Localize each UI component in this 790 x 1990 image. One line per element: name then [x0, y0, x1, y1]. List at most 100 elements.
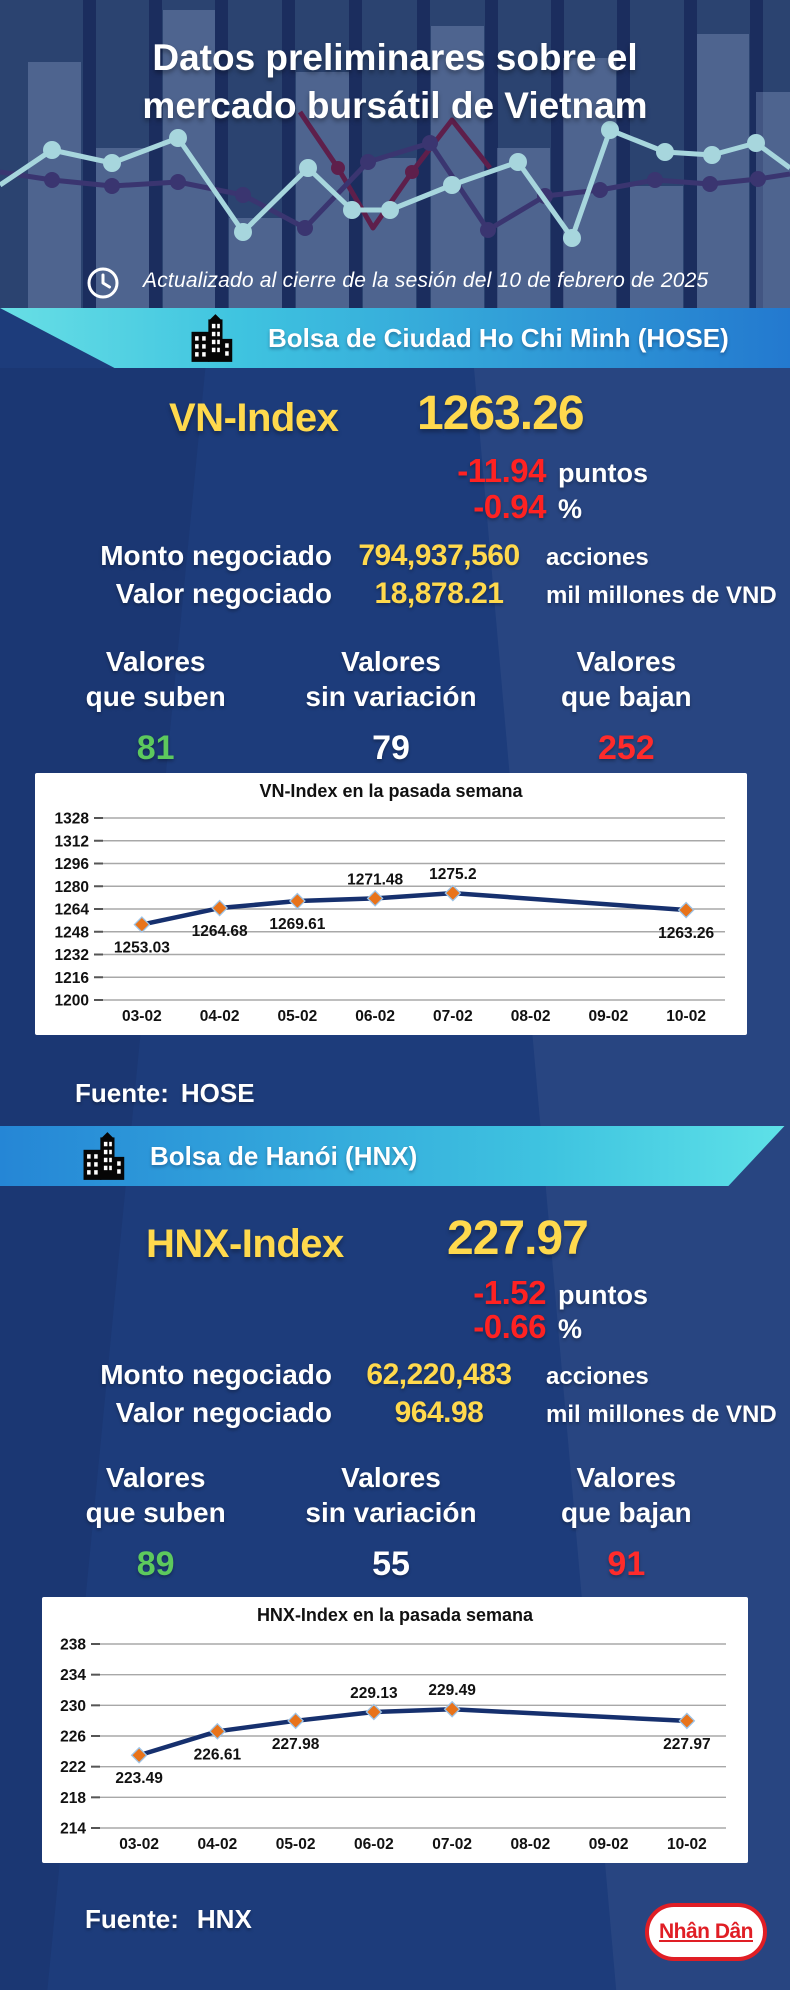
hnx-volume-unit: acciones — [546, 1363, 649, 1390]
hose-turnover-value: 18,878.21 — [374, 577, 504, 610]
hose-volume-label: Monto negociado — [100, 540, 332, 571]
svg-text:1248: 1248 — [55, 924, 90, 941]
svg-text:229.13: 229.13 — [350, 1685, 398, 1702]
svg-text:223.49: 223.49 — [115, 1770, 163, 1787]
svg-text:218: 218 — [60, 1790, 86, 1807]
svg-text:09-02: 09-02 — [589, 1008, 629, 1025]
building-icon — [83, 1132, 125, 1180]
vn-index-chart: 1200 1216 1232 1248 1264 1280 1296 1312 1328 03-0… — [55, 811, 725, 1025]
svg-text:04-02: 04-02 — [198, 1836, 238, 1853]
header-decoration-chart — [0, 0, 790, 308]
hnx-volume-label: Monto negociado — [100, 1359, 332, 1390]
svg-text:1280: 1280 — [55, 879, 89, 896]
svg-text:10-02: 10-02 — [666, 1008, 706, 1025]
svg-text:238: 238 — [60, 1637, 86, 1654]
svg-text:227.97: 227.97 — [663, 1736, 710, 1753]
hnx-breadth-row: Valores que suben 89 Valores sin variaci… — [38, 1460, 744, 1584]
svg-text:10-02: 10-02 — [667, 1836, 707, 1853]
hnx-index-value: 227.97 — [447, 1212, 589, 1265]
hose-change-points: -11.94 — [457, 452, 546, 489]
hnx-turnover-value: 964.98 — [394, 1396, 484, 1429]
hose-banner: Bolsa de Ciudad Ho Chi Minh (HOSE) — [0, 308, 790, 368]
hose-change-percent: -0.94 — [473, 488, 546, 525]
hose-advancers-label-2: que suben — [85, 681, 226, 713]
svg-text:03-02: 03-02 — [122, 1008, 162, 1025]
svg-text:1275.2: 1275.2 — [429, 866, 476, 883]
hnx-advancers-label-2: que suben — [85, 1497, 226, 1529]
svg-text:1216: 1216 — [55, 970, 90, 987]
hose-breadth-row: Valores que suben 81 Valores sin variaci… — [38, 644, 744, 768]
hnx-index-chart-title: HNX-Index en la pasada semana — [256, 1605, 534, 1625]
hnx-index-chart-box: HNX-Index en la pasada semana 214 218 222 2… — [42, 1597, 748, 1863]
hnx-change-percent-row: -0.66 % — [378, 1308, 718, 1346]
hose-change-points-row: -11.94 puntos — [378, 452, 718, 490]
hose-change-points-unit: puntos — [558, 458, 648, 488]
hnx-decliners-label-1: Valores — [576, 1462, 677, 1493]
hose-change-percent-unit: % — [558, 494, 583, 524]
svg-text:07-02: 07-02 — [433, 1008, 473, 1025]
hnx-advancers-label-1: Valores — [105, 1462, 206, 1493]
hose-banner-label: Bolsa de Ciudad Ho Chi Minh (HOSE) — [268, 322, 729, 353]
hnx-turnover-row: Valor negociado 964.98 mil millones de V… — [0, 1396, 790, 1430]
nhan-dan-logo-text: Nhân Dân — [658, 1920, 754, 1943]
vn-index-chart-box: VN-Index en la pasada semana 1200 1216 123… — [35, 773, 747, 1035]
hose-index-value: 1263.26 — [417, 387, 585, 440]
hose-advancers-label-1: Valores — [105, 646, 206, 677]
svg-text:06-02: 06-02 — [354, 1836, 394, 1853]
svg-text:1296: 1296 — [55, 856, 90, 873]
hnx-banner: Bolsa de Hanói (HNX) — [0, 1126, 785, 1186]
svg-text:1264: 1264 — [55, 902, 90, 919]
hose-volume-value: 794,937,560 — [358, 539, 520, 572]
hnx-unchanged: Valores sin variación 55 — [273, 1460, 508, 1584]
hnx-volume-row: Monto negociado 62,220,483 acciones — [0, 1358, 790, 1392]
nhan-dan-logo: Nhân Dân — [645, 1903, 767, 1961]
update-text: Actualizado al cierre de la sesión del 1… — [143, 269, 709, 292]
header: Datos preliminares sobre el mercado burs… — [0, 0, 790, 308]
svg-text:1312: 1312 — [55, 833, 89, 850]
svg-text:09-02: 09-02 — [589, 1836, 629, 1853]
svg-text:234: 234 — [60, 1667, 86, 1684]
svg-text:1271.48: 1271.48 — [347, 871, 403, 888]
hose-unchanged-label-2: sin variación — [305, 681, 477, 713]
svg-text:05-02: 05-02 — [276, 1836, 316, 1853]
hose-source: Fuente: HOSE — [75, 1078, 255, 1109]
hose-volume-unit: acciones — [546, 544, 649, 571]
hose-index-label: VN-Index — [169, 396, 339, 440]
update-row: Actualizado al cierre de la sesión del 1… — [0, 264, 790, 302]
page-title-line2: mercado bursátil de Vietnam — [142, 85, 648, 127]
svg-text:06-02: 06-02 — [355, 1008, 395, 1025]
svg-text:226: 226 — [60, 1729, 86, 1746]
svg-text:08-02: 08-02 — [511, 1008, 551, 1025]
svg-text:1269.61: 1269.61 — [269, 916, 325, 933]
hnx-volume-value: 62,220,483 — [366, 1358, 512, 1391]
hnx-decliners-label-2: que bajan — [560, 1497, 692, 1529]
svg-text:1200: 1200 — [55, 993, 89, 1010]
hnx-unchanged-label-1: Valores — [341, 1462, 441, 1493]
hose-source-value: HOSE — [180, 1078, 255, 1108]
page-title: Datos preliminares sobre el mercado burs… — [0, 34, 790, 130]
hnx-source-value: HNX — [196, 1904, 252, 1934]
page-title-line1: Datos preliminares sobre el — [152, 37, 638, 78]
hose-unchanged-value: 79 — [372, 728, 410, 767]
hose-turnover-unit: mil millones de VND — [546, 582, 777, 609]
hnx-turnover-unit: mil millones de VND — [546, 1401, 777, 1428]
hose-source-label: Fuente: — [75, 1078, 169, 1108]
hnx-unchanged-label-2: sin variación — [305, 1497, 477, 1529]
svg-text:1232: 1232 — [55, 947, 89, 964]
svg-text:226.61: 226.61 — [194, 1746, 242, 1763]
svg-text:227.98: 227.98 — [272, 1736, 320, 1753]
svg-text:1264.68: 1264.68 — [192, 923, 248, 940]
hose-decliners: Valores que bajan 252 — [509, 644, 744, 768]
svg-text:229.49: 229.49 — [428, 1682, 476, 1699]
svg-text:07-02: 07-02 — [432, 1836, 472, 1853]
hose-volume-row: Monto negociado 794,937,560 acciones — [0, 539, 790, 573]
hnx-change-percent: -0.66 — [473, 1308, 546, 1345]
svg-text:214: 214 — [60, 1821, 86, 1838]
hose-decliners-label-2: que bajan — [560, 681, 692, 713]
vn-index-chart-title: VN-Index en la pasada semana — [259, 781, 523, 801]
svg-text:08-02: 08-02 — [511, 1836, 551, 1853]
hnx-change-points: -1.52 — [473, 1274, 546, 1311]
hnx-advancers: Valores que suben 89 — [38, 1460, 273, 1584]
hnx-turnover-label: Valor negociado — [115, 1397, 332, 1428]
